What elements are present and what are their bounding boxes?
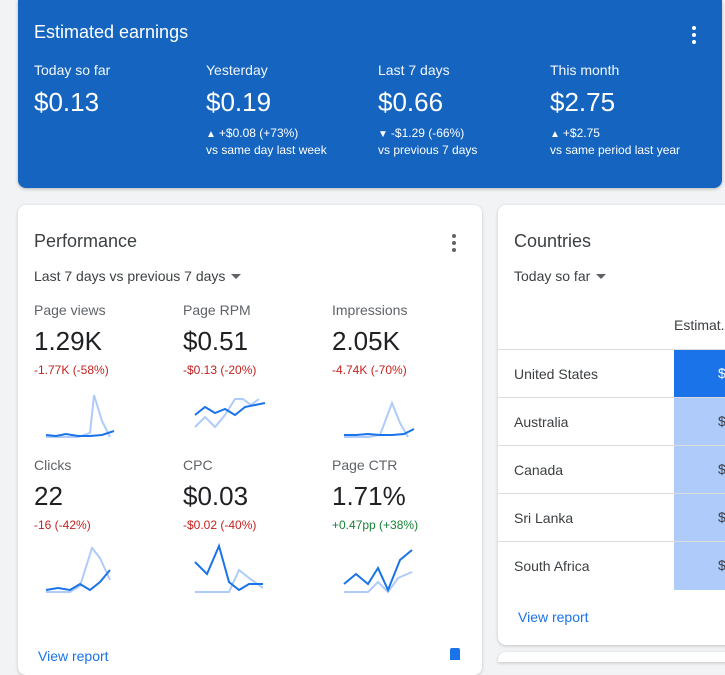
estimated-earnings-card: Estimated earnings Today so far $0.13 Ye… xyxy=(18,0,722,188)
country-row[interactable]: United States $ xyxy=(498,349,725,398)
country-row[interactable]: Australia $ xyxy=(498,397,725,446)
performance-title: Performance xyxy=(34,231,138,251)
metric-value: $0.19 xyxy=(206,87,272,117)
up-arrow-icon: ▲ xyxy=(550,129,560,140)
tile-delta: -16 (-42%) xyxy=(34,518,91,532)
earnings-bar xyxy=(674,446,725,494)
tile-value: $0.03 xyxy=(183,481,249,511)
country-value: $ xyxy=(718,509,725,525)
sparkline-impressions xyxy=(344,400,415,438)
tile-label: Page RPM xyxy=(183,302,251,318)
sparkline-clicks xyxy=(45,545,111,593)
next-card-edge xyxy=(498,652,725,662)
countries-card: Countries Today so far Estimat... United… xyxy=(498,205,725,645)
metric-yesterday: Yesterday $0.19 ▲ +$0.08 (+73%) vs same d… xyxy=(206,62,376,157)
country-row[interactable]: South Africa $ xyxy=(498,541,725,590)
metric-delta: ▲ +$0.08 (+73%) xyxy=(206,126,299,140)
range-label: Today so far xyxy=(514,268,591,284)
country-value: $ xyxy=(718,461,725,477)
country-name: Canada xyxy=(514,462,564,478)
countries-range-dropdown[interactable]: Today so far xyxy=(514,268,607,284)
country-name: Sri Lanka xyxy=(514,510,574,526)
metric-this-month: This month $2.75 ▲ +$2.75 vs same period … xyxy=(550,62,720,157)
metric-today: Today so far $0.13 xyxy=(34,62,204,118)
tile-label: CPC xyxy=(183,457,213,473)
tile-value: 22 xyxy=(34,481,63,511)
earnings-more-icon[interactable] xyxy=(684,26,704,44)
earnings-bar xyxy=(674,350,725,398)
country-value: $ xyxy=(718,413,725,429)
country-row[interactable]: Sri Lanka $ xyxy=(498,493,725,542)
sparkline-page-rpm xyxy=(194,398,266,429)
tile-label: Clicks xyxy=(34,457,72,473)
performance-edge-marker xyxy=(450,648,460,660)
metric-value: $0.13 xyxy=(34,87,100,117)
metric-label: Today so far xyxy=(34,62,111,78)
tile-value: 1.29K xyxy=(34,326,102,356)
metric-value: $0.66 xyxy=(378,87,444,117)
tile-delta: -$0.02 (-40%) xyxy=(183,518,257,532)
metric-last-7-days: Last 7 days $0.66 ▼ -$1.29 (-66%) vs prev… xyxy=(378,62,548,157)
tile-page-rpm[interactable]: Page RPM $0.51 -$0.13 (-20%) xyxy=(183,302,323,452)
tile-value: 1.71% xyxy=(332,481,406,511)
tile-delta: -$0.13 (-20%) xyxy=(183,363,257,377)
tile-clicks[interactable]: Clicks 22 -16 (-42%) xyxy=(34,457,174,607)
tile-label: Page views xyxy=(34,302,106,318)
country-name: Australia xyxy=(514,414,569,430)
earnings-title: Estimated earnings xyxy=(34,22,189,42)
range-label: Last 7 days vs previous 7 days xyxy=(34,268,226,284)
tile-page-ctr[interactable]: Page CTR 1.71% +0.47pp (+38%) xyxy=(332,457,472,607)
metric-label: Last 7 days xyxy=(378,62,450,78)
metric-label: Yesterday xyxy=(206,62,268,78)
metric-delta: ▲ +$2.75 xyxy=(550,126,600,140)
earnings-bar xyxy=(674,494,725,542)
caret-down-icon xyxy=(596,273,607,279)
tile-label: Page CTR xyxy=(332,457,398,473)
up-arrow-icon: ▲ xyxy=(206,129,216,140)
tile-value: 2.05K xyxy=(332,326,400,356)
tile-label: Impressions xyxy=(332,302,408,318)
down-arrow-icon: ▼ xyxy=(378,129,388,140)
metric-comparison: vs same day last week xyxy=(206,143,327,157)
sparkline-page-ctr xyxy=(343,549,413,594)
metric-label: This month xyxy=(550,62,620,78)
tile-delta: -4.74K (-70%) xyxy=(332,363,407,377)
tile-delta: +0.47pp (+38%) xyxy=(332,518,419,532)
tile-page-views[interactable]: Page views 1.29K -1.77K (-58%) xyxy=(34,302,174,452)
metric-comparison: vs previous 7 days xyxy=(378,143,478,157)
country-row[interactable]: Canada $ xyxy=(498,445,725,494)
column-header-estimated-earnings[interactable]: Estimat... xyxy=(674,317,725,333)
caret-down-icon xyxy=(231,273,242,279)
countries-title: Countries xyxy=(514,231,592,251)
country-value: $ xyxy=(718,557,725,573)
metric-comparison: vs same period last year xyxy=(550,143,681,157)
metric-delta: ▼ -$1.29 (-66%) xyxy=(378,126,465,140)
country-name: United States xyxy=(514,366,599,382)
tile-delta: -1.77K (-58%) xyxy=(34,363,109,377)
tile-cpc[interactable]: CPC $0.03 -$0.02 (-40%) xyxy=(183,457,323,607)
performance-range-dropdown[interactable]: Last 7 days vs previous 7 days xyxy=(34,268,242,284)
tile-value: $0.51 xyxy=(183,326,249,356)
metric-value: $2.75 xyxy=(550,87,616,117)
sparkline-page-views xyxy=(45,394,115,438)
countries-view-report-link[interactable]: View report xyxy=(518,609,589,625)
country-value: $ xyxy=(718,365,725,381)
earnings-bar xyxy=(674,398,725,446)
performance-more-icon[interactable] xyxy=(444,234,464,252)
country-name: South Africa xyxy=(514,558,590,574)
performance-card: Performance Last 7 days vs previous 7 da… xyxy=(18,205,482,675)
performance-view-report-link[interactable]: View report xyxy=(38,648,109,664)
tile-impressions[interactable]: Impressions 2.05K -4.74K (-70%) xyxy=(332,302,472,452)
earnings-bar xyxy=(674,542,725,590)
sparkline-cpc xyxy=(194,542,264,593)
